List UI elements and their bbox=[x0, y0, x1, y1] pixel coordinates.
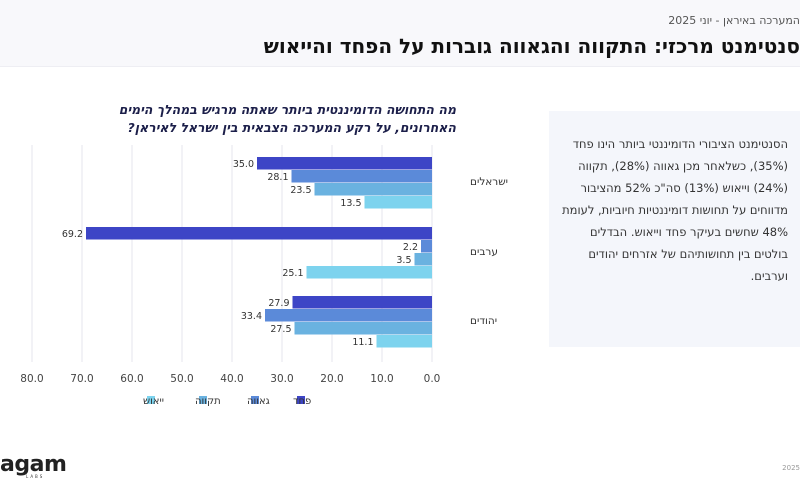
category-label: ערבים bbox=[470, 246, 498, 258]
legend-swatch bbox=[251, 396, 259, 404]
bar bbox=[421, 240, 432, 253]
value-label: 27.9 bbox=[268, 298, 289, 309]
value-label: 3.5 bbox=[396, 255, 411, 266]
page-title: סנטימנט מרכזי: התקווה והגאווה גוברות על … bbox=[263, 34, 800, 58]
bar bbox=[314, 183, 432, 196]
legend-swatch bbox=[147, 396, 155, 404]
value-label: 28.1 bbox=[267, 172, 288, 183]
legend-label: גאווה bbox=[247, 396, 270, 407]
value-label: 33.4 bbox=[241, 311, 262, 322]
legend-label: ייאוש bbox=[143, 396, 164, 407]
x-tick-label: 10.0 bbox=[370, 373, 393, 385]
x-tick-label: 20.0 bbox=[320, 373, 343, 385]
x-tick-label: 0.0 bbox=[424, 373, 441, 385]
legend-label: תקווה bbox=[195, 396, 221, 407]
bars bbox=[86, 157, 432, 348]
value-labels: 35.0 69.2 27.9 28.1 2.2 33.4 23.5 3.5 27.5 13.5 25… bbox=[62, 159, 418, 348]
chart-title: מה התחושה הדומיננטית ביותר שאתה מרגיש במ… bbox=[118, 102, 456, 135]
summary-text: הסנטימנט הציבורי הדומיננטי ביותר הינו פח… bbox=[562, 137, 788, 283]
x-tick-label: 40.0 bbox=[220, 373, 243, 385]
value-label: 13.5 bbox=[340, 198, 361, 209]
bar bbox=[265, 309, 432, 322]
legend: פחד גאווה תקווה ייאוש bbox=[143, 396, 311, 407]
category-label: ישראלים bbox=[470, 176, 508, 188]
x-tick-label: 30.0 bbox=[270, 373, 293, 385]
value-label: 2.2 bbox=[403, 242, 418, 253]
logo: agam bbox=[0, 452, 67, 477]
value-label: 11.1 bbox=[352, 337, 373, 348]
value-label: 25.1 bbox=[282, 268, 303, 279]
x-tick-label: 80.0 bbox=[20, 373, 43, 385]
bar bbox=[414, 253, 432, 266]
category-labels: ישראלים ערבים יהודים bbox=[470, 176, 508, 327]
legend-label: פחד bbox=[293, 396, 311, 407]
x-axis-ticks: 80.0 70.0 60.0 50.0 40.0 30.0 20.0 10.0 0.0 bbox=[20, 373, 440, 385]
value-label: 27.5 bbox=[270, 324, 291, 335]
category-label: יהודים bbox=[470, 315, 497, 327]
x-tick-label: 70.0 bbox=[70, 373, 93, 385]
header-bar: המערכה באיראן - יוני 2025 סנטימנט מרכזי:… bbox=[0, 0, 800, 67]
bar bbox=[257, 157, 432, 170]
summary-panel: הסנטימנט הציבורי הדומיננטי ביותר הינו פח… bbox=[549, 111, 800, 347]
bar bbox=[291, 170, 432, 183]
legend-swatch bbox=[297, 396, 305, 404]
logo-subtitle: LABS bbox=[26, 474, 45, 479]
x-tick-label: 60.0 bbox=[120, 373, 143, 385]
bar bbox=[86, 227, 432, 240]
bar bbox=[306, 266, 432, 279]
value-label: 35.0 bbox=[233, 159, 254, 170]
legend-swatch bbox=[199, 396, 207, 404]
bar bbox=[364, 196, 432, 209]
footer-year: 2025 bbox=[782, 464, 800, 472]
bar bbox=[292, 296, 432, 309]
bar bbox=[294, 322, 432, 335]
bar bbox=[376, 335, 432, 348]
x-tick-label: 50.0 bbox=[170, 373, 193, 385]
breadcrumb: המערכה באיראן - יוני 2025 bbox=[668, 14, 800, 27]
value-label: 69.2 bbox=[62, 229, 83, 240]
value-label: 23.5 bbox=[290, 185, 311, 196]
